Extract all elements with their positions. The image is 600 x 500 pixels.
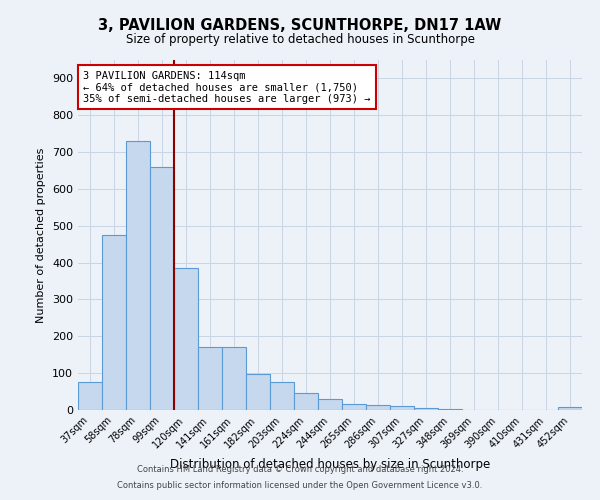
Text: 3, PAVILION GARDENS, SCUNTHORPE, DN17 1AW: 3, PAVILION GARDENS, SCUNTHORPE, DN17 1A… [98, 18, 502, 32]
Bar [270, 382, 294, 410]
Bar [414, 408, 438, 410]
Bar [390, 406, 414, 410]
Y-axis label: Number of detached properties: Number of detached properties [37, 148, 46, 322]
Bar [222, 348, 246, 410]
Text: 3 PAVILION GARDENS: 114sqm
← 64% of detached houses are smaller (1,750)
35% of s: 3 PAVILION GARDENS: 114sqm ← 64% of deta… [83, 70, 371, 104]
Text: Size of property relative to detached houses in Scunthorpe: Size of property relative to detached ho… [125, 32, 475, 46]
Bar [318, 399, 342, 410]
Bar [102, 235, 126, 410]
Bar [342, 404, 366, 410]
Bar [438, 409, 462, 410]
Bar [174, 268, 198, 410]
Bar [294, 394, 318, 410]
Bar [558, 407, 582, 410]
Bar [150, 167, 174, 410]
Bar [198, 348, 222, 410]
Bar [78, 382, 102, 410]
X-axis label: Distribution of detached houses by size in Scunthorpe: Distribution of detached houses by size … [170, 458, 490, 471]
Text: Contains HM Land Registry data © Crown copyright and database right 2024.: Contains HM Land Registry data © Crown c… [137, 466, 463, 474]
Bar [366, 405, 390, 410]
Text: Contains public sector information licensed under the Open Government Licence v3: Contains public sector information licen… [118, 480, 482, 490]
Bar [246, 374, 270, 410]
Bar [126, 141, 150, 410]
